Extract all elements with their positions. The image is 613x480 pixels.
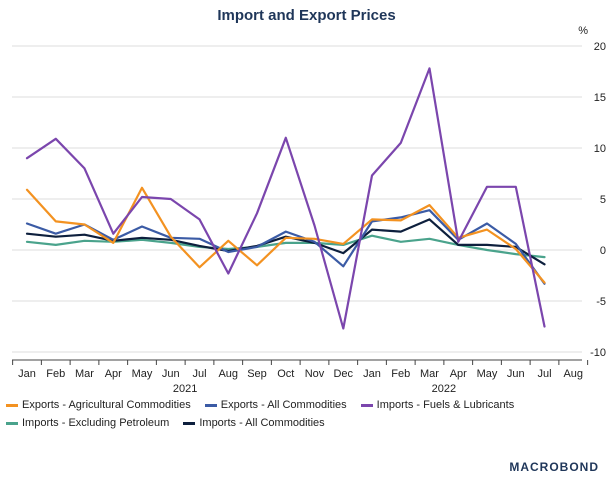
legend-item-imports-all: Imports - All Commodities xyxy=(183,417,325,429)
y-tick-label: -5 xyxy=(596,296,606,308)
legend-swatch xyxy=(360,403,373,407)
y-tick-label: 0 xyxy=(600,245,606,257)
series-line-imports-fuels-lubricants xyxy=(25,67,546,330)
x-tick-label: Nov xyxy=(305,368,325,380)
x-tick-label: Aug xyxy=(218,368,238,380)
x-tick-label: Feb xyxy=(391,368,410,380)
macrobond-logo: MACROBOND xyxy=(509,460,599,474)
y-tick-label: -10 xyxy=(590,347,606,359)
x-tick-label: Apr xyxy=(105,368,122,380)
legend-item-exports-all: Exports - All Commodities xyxy=(204,399,347,411)
y-tick-label: 5 xyxy=(600,194,606,206)
legend-item-exports-agricultural: Exports - Agricultural Commodities xyxy=(6,399,191,411)
legend-item-imports-excl-petroleum: Imports - Excluding Petroleum xyxy=(6,417,169,429)
legend-swatch xyxy=(204,403,217,407)
x-year-label: 2021 xyxy=(173,383,197,395)
y-tick-label: 10 xyxy=(594,143,606,155)
x-tick-label: Dec xyxy=(333,368,353,380)
x-tick-label: Jan xyxy=(18,368,36,380)
legend-label: Imports - Fuels & Lubricants xyxy=(376,399,515,411)
legend-label: Imports - All Commodities xyxy=(199,417,325,429)
legend-label: Imports - Excluding Petroleum xyxy=(22,417,170,429)
x-tick-label: May xyxy=(132,368,153,380)
x-tick-label: Jun xyxy=(507,368,525,380)
y-tick-label: 15 xyxy=(594,92,606,104)
x-tick-label: Jul xyxy=(537,368,551,380)
x-tick-label: Mar xyxy=(420,368,439,380)
legend-swatch xyxy=(6,403,18,407)
legend-swatch xyxy=(183,421,196,425)
legend-swatch xyxy=(6,421,18,425)
chart-title: Import and Export Prices xyxy=(217,7,396,24)
x-tick-label: Jan xyxy=(363,368,381,380)
legend-row-1: Exports - Agricultural Commodities Expor… xyxy=(6,396,566,414)
legend-row-2: Imports - Excluding Petroleum Imports - … xyxy=(6,414,566,432)
y-tick-label: 20 xyxy=(594,41,606,53)
x-tick-label: Mar xyxy=(75,368,94,380)
x-tick-label: Feb xyxy=(46,368,65,380)
x-tick-label: Aug xyxy=(563,368,583,380)
legend-label: Exports - Agricultural Commodities xyxy=(22,399,191,411)
y-axis-unit: % xyxy=(578,25,588,37)
chart-legend: Exports - Agricultural Commodities Expor… xyxy=(6,396,566,432)
legend-label: Exports - All Commodities xyxy=(220,399,347,411)
x-tick-label: Jul xyxy=(192,368,206,380)
x-tick-label: Oct xyxy=(277,368,294,380)
x-tick-label: Jun xyxy=(162,368,180,380)
legend-item-imports-fuels: Imports - Fuels & Lubricants xyxy=(360,399,515,411)
x-year-label: 2022 xyxy=(432,383,456,395)
x-tick-label: May xyxy=(477,368,498,380)
x-tick-label: Apr xyxy=(450,368,467,380)
x-tick-label: Sep xyxy=(247,368,267,380)
